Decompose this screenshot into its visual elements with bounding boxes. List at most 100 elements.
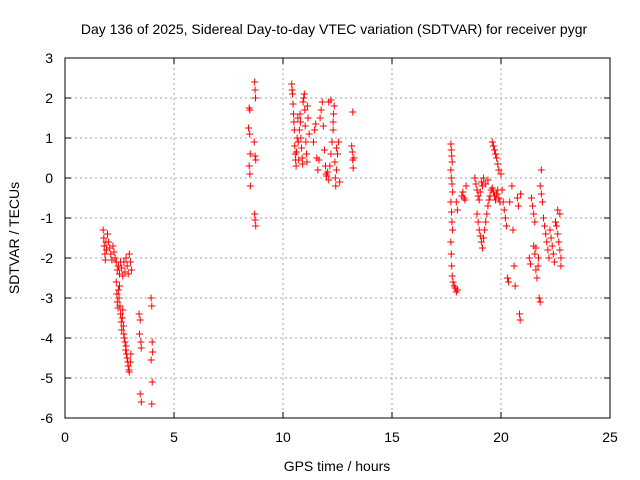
data-point <box>484 202 492 210</box>
data-point <box>525 254 533 262</box>
data-point <box>245 124 253 132</box>
data-point <box>490 146 498 154</box>
data-point <box>122 254 130 262</box>
data-point <box>476 188 484 196</box>
data-point <box>543 238 551 246</box>
data-point <box>288 80 296 88</box>
data-point <box>546 226 554 234</box>
data-point <box>459 188 467 196</box>
data-point <box>448 218 456 226</box>
data-point <box>516 316 524 324</box>
data-point <box>112 278 120 286</box>
data-point <box>530 210 538 218</box>
data-point <box>475 196 483 204</box>
data-point <box>545 254 553 262</box>
data-point <box>147 294 155 302</box>
data-point <box>116 302 124 310</box>
data-point <box>297 134 305 142</box>
data-point <box>554 230 562 238</box>
data-point <box>111 254 119 262</box>
data-point <box>541 222 549 230</box>
y-tick-label: 0 <box>45 170 53 186</box>
data-point <box>116 282 123 290</box>
data-point <box>556 246 564 254</box>
y-tick-label: -6 <box>41 410 54 426</box>
data-point <box>296 118 304 126</box>
data-point <box>493 190 501 198</box>
data-point <box>533 274 541 282</box>
data-point <box>453 286 461 294</box>
data-point <box>478 244 486 252</box>
data-point <box>246 150 254 158</box>
data-point <box>548 242 556 250</box>
data-point <box>532 266 540 274</box>
data-point <box>302 138 310 146</box>
data-point <box>483 210 491 218</box>
data-point <box>120 258 128 266</box>
data-point <box>336 178 344 186</box>
data-point <box>448 152 456 160</box>
data-point <box>251 152 259 160</box>
data-point <box>298 154 306 162</box>
data-point <box>119 306 127 314</box>
data-point <box>555 238 563 246</box>
data-point <box>118 264 126 272</box>
data-point <box>136 330 144 338</box>
data-point <box>123 354 131 362</box>
data-point <box>502 222 510 230</box>
data-point <box>501 214 509 222</box>
data-point <box>291 142 299 150</box>
data-point <box>510 262 518 270</box>
x-tick-label: 5 <box>170 429 178 445</box>
data-points <box>99 78 565 408</box>
data-point <box>516 310 524 318</box>
data-point <box>118 314 126 322</box>
y-tick-label: -3 <box>41 290 54 306</box>
data-point <box>126 358 134 366</box>
data-point <box>448 158 456 166</box>
data-point <box>325 176 333 184</box>
data-point <box>534 254 542 262</box>
data-point <box>126 258 134 266</box>
data-point <box>532 244 540 252</box>
data-point <box>332 166 340 174</box>
data-point <box>120 334 128 342</box>
data-point <box>509 226 517 234</box>
data-point <box>480 174 488 182</box>
data-point <box>245 162 253 170</box>
data-point <box>125 250 133 258</box>
data-point <box>473 210 481 218</box>
data-point <box>348 142 356 150</box>
data-point <box>290 118 298 126</box>
data-point <box>557 254 565 262</box>
data-point <box>511 282 519 290</box>
data-point <box>478 182 486 190</box>
data-point <box>497 170 505 178</box>
data-point <box>246 170 254 178</box>
data-point <box>537 166 545 174</box>
grid <box>65 58 610 418</box>
data-point <box>125 368 133 376</box>
data-point <box>449 226 457 234</box>
data-point <box>136 390 144 398</box>
data-point <box>105 238 113 246</box>
data-point <box>528 194 536 202</box>
data-point <box>452 198 460 206</box>
x-tick-label: 15 <box>384 429 400 445</box>
data-point <box>113 266 121 274</box>
data-point <box>305 130 313 138</box>
data-point <box>251 78 259 86</box>
data-point <box>250 138 258 146</box>
data-point <box>517 190 525 198</box>
data-point <box>117 310 125 318</box>
data-point <box>304 114 312 122</box>
data-point <box>544 246 552 254</box>
data-point <box>498 186 506 194</box>
data-point <box>481 226 489 234</box>
y-axis-label: SDTVAR / TECUs <box>6 182 22 294</box>
data-point <box>513 194 521 202</box>
data-point <box>329 126 337 134</box>
y-tick-label: -4 <box>41 330 54 346</box>
data-point <box>482 218 490 226</box>
